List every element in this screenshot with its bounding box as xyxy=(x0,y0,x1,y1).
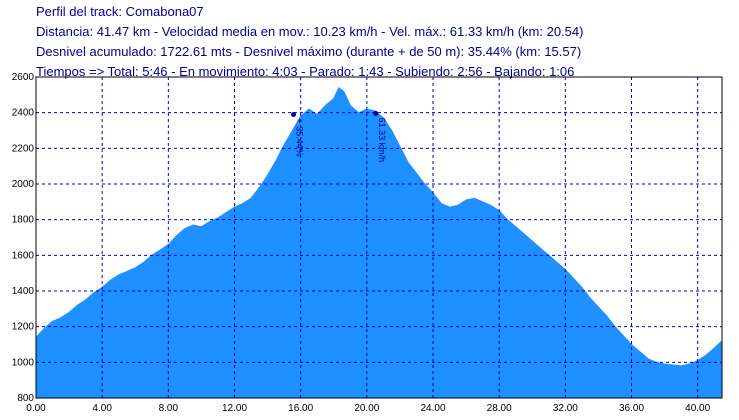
y-tick-label: 1000 xyxy=(12,357,35,368)
x-tick-label: 40.00 xyxy=(685,403,710,414)
grid-layer xyxy=(36,77,722,398)
elevation-stats: Desnivel acumulado: 1722.61 mts - Desniv… xyxy=(36,44,582,59)
x-tick-label: 28.00 xyxy=(487,403,512,414)
y-tick-label: 2200 xyxy=(12,143,35,154)
chart-header: Perfil del track: Comabona07 Distancia: … xyxy=(36,2,736,82)
x-tick-label: 20.00 xyxy=(354,403,379,414)
x-tick-label: 12.00 xyxy=(222,403,247,414)
y-tick-label: 2000 xyxy=(12,179,35,190)
x-tick-label: 16.00 xyxy=(288,403,313,414)
x-tick-label: 24.00 xyxy=(420,403,445,414)
x-tick-label: 32.00 xyxy=(553,403,578,414)
annotation-label: 61.33 km/h xyxy=(377,118,387,163)
tick-layer: 0.00 4.00 8.00 12.00 16.00 20.00 24.00 28.00 32.… xyxy=(12,72,711,414)
x-tick-label: 4.00 xyxy=(92,403,112,414)
y-tick-label: 2400 xyxy=(12,108,35,119)
elevation-area-0 xyxy=(35,86,723,399)
annotation-marker xyxy=(291,111,297,117)
x-tick-label: 0.00 xyxy=(26,403,46,414)
time-stats: Tiempos => Total: 5:46 - En movimiento: … xyxy=(36,64,575,79)
y-tick-label: 1200 xyxy=(12,322,35,333)
annotation-label: + 35.44% xyxy=(295,118,305,156)
track-title: Perfil del track: Comabona07 xyxy=(36,4,204,19)
x-tick-label: 8.00 xyxy=(159,403,179,414)
annotation-layer: + 35.44% 61.33 km/h xyxy=(291,111,387,162)
y-tick-label: 800 xyxy=(17,393,34,404)
plot-frame xyxy=(35,76,723,399)
x-tick-label: 36.00 xyxy=(619,403,644,414)
y-tick-label: 1600 xyxy=(12,250,35,261)
annotation-marker xyxy=(373,111,379,117)
distance-speed-stats: Distancia: 41.47 km - Velocidad media en… xyxy=(36,24,584,39)
area-layer xyxy=(35,86,723,399)
y-tick-label: 2600 xyxy=(12,72,35,83)
y-tick-label: 1400 xyxy=(12,286,35,297)
y-tick-label: 1800 xyxy=(12,215,35,226)
